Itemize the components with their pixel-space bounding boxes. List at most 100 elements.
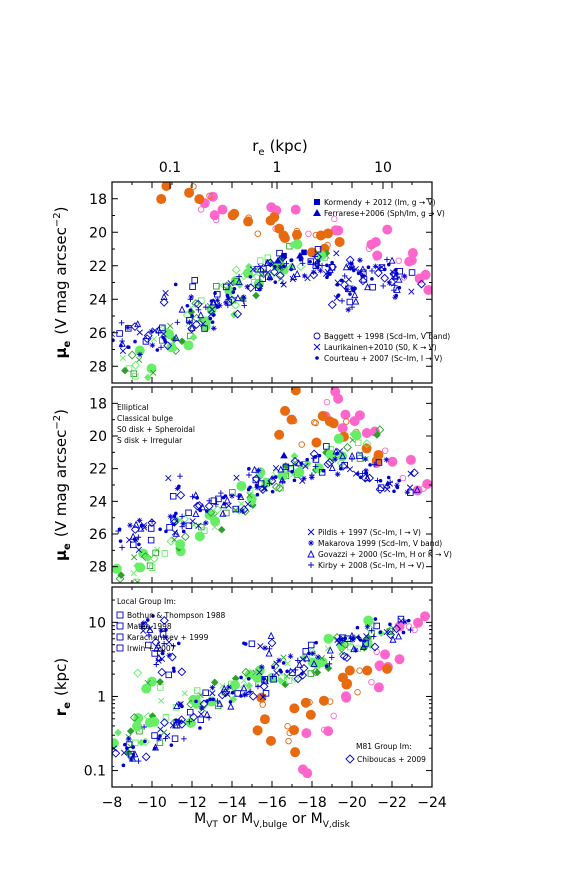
y-tick-label: 28 <box>89 560 107 576</box>
point-s0-disk-spheroidal <box>132 721 143 732</box>
point-s-disk-irregular <box>161 335 166 340</box>
point-s-disk-irregular <box>221 688 231 698</box>
point-s0-disk-spheroidal <box>336 458 346 468</box>
point-s0-disk-spheroidal <box>285 677 293 684</box>
point-s-disk-irregular <box>326 646 334 654</box>
y-label-sup: −2 <box>52 212 63 227</box>
point-s-disk-irregular <box>216 699 224 707</box>
point-s0-disk-spheroidal <box>240 683 249 692</box>
point-s-disk-irregular <box>145 618 150 622</box>
point-s-disk-irregular <box>203 520 209 526</box>
point-s-disk-irregular <box>136 517 143 524</box>
point-s0-disk-spheroidal <box>235 281 244 289</box>
x-label-text: M <box>194 811 206 827</box>
point-s-disk-irregular <box>394 632 403 640</box>
point-s-disk-irregular <box>173 282 178 287</box>
point-s-disk-irregular <box>152 743 160 751</box>
point-s-disk-irregular <box>262 645 268 651</box>
point-s-disk-irregular <box>293 269 301 277</box>
point-s0-disk-spheroidal <box>146 363 157 374</box>
point-s-disk-irregular <box>342 263 350 271</box>
point-s0-disk-spheroidal <box>256 257 264 264</box>
legend-bottom-marker <box>308 562 314 568</box>
point-s-disk-irregular <box>352 470 360 477</box>
point-s-disk-irregular <box>382 267 387 272</box>
point-s-disk-irregular <box>298 257 303 262</box>
point-s-disk-irregular <box>310 269 317 275</box>
point-s-disk-irregular <box>146 632 152 638</box>
point-elliptical <box>337 423 348 434</box>
point-s-disk-irregular <box>334 471 341 478</box>
top-tick-label: 10 <box>374 160 392 176</box>
point-s-disk-irregular <box>363 633 370 640</box>
point-s-disk-irregular <box>207 311 215 318</box>
point-elliptical <box>395 257 402 264</box>
point-s0-disk-spheroidal <box>210 678 219 687</box>
point-s-disk-irregular <box>328 463 336 472</box>
point-s-disk-irregular <box>277 465 285 473</box>
y-tick-label: 10 <box>88 615 106 631</box>
point-s-disk-irregular <box>392 294 398 301</box>
point-s-disk-irregular <box>169 515 179 525</box>
point-s0-disk-spheroidal <box>193 687 201 694</box>
point-s0-disk-spheroidal <box>245 262 253 271</box>
point-elliptical <box>413 617 424 628</box>
point-s0-disk-spheroidal <box>117 571 125 579</box>
point-s-disk-irregular <box>259 681 269 691</box>
point-classical-bulge <box>156 194 167 205</box>
point-s0-disk-spheroidal <box>211 518 219 525</box>
point-s-disk-irregular <box>273 264 277 269</box>
group-legend-label: S0 disk + Spheroidal <box>117 425 195 434</box>
point-s0-disk-spheroidal <box>351 430 362 441</box>
point-s-disk-irregular <box>189 518 196 525</box>
point-s-disk-irregular <box>269 267 279 277</box>
point-s-disk-irregular <box>267 631 275 639</box>
point-s-disk-irregular <box>346 298 354 306</box>
point-s-disk-irregular <box>215 305 220 309</box>
point-s0-disk-spheroidal <box>114 728 122 737</box>
point-s-disk-irregular <box>296 660 304 668</box>
point-s-disk-irregular <box>189 283 196 290</box>
point-s0-disk-spheroidal <box>187 308 196 316</box>
point-s-disk-irregular <box>209 684 216 691</box>
point-s-disk-irregular <box>363 473 371 481</box>
point-s-disk-irregular <box>350 285 356 291</box>
point-s-disk-irregular <box>395 485 400 490</box>
point-s-disk-irregular <box>257 643 264 650</box>
point-s-disk-irregular <box>140 522 148 529</box>
point-classical-bulge <box>317 411 328 422</box>
point-s-disk-irregular <box>246 472 252 478</box>
point-s-disk-irregular <box>348 452 356 460</box>
y-label-symbol: μ <box>52 550 70 561</box>
point-elliptical <box>407 248 418 259</box>
point-s-disk-irregular <box>163 635 168 639</box>
point-s0-disk-spheroidal <box>167 322 174 330</box>
point-s-disk-irregular <box>328 264 336 271</box>
point-s-disk-irregular <box>198 711 205 718</box>
point-s-disk-irregular <box>394 482 400 489</box>
point-s-disk-irregular <box>171 666 176 671</box>
point-s-disk-irregular <box>263 258 271 266</box>
point-s-disk-irregular <box>326 661 333 667</box>
point-s0-disk-spheroidal <box>141 683 152 694</box>
point-s-disk-irregular <box>169 722 177 729</box>
point-elliptical <box>217 204 228 215</box>
point-classical-bulge <box>362 665 373 676</box>
point-s-disk-irregular <box>153 644 161 652</box>
point-s-disk-irregular <box>151 614 155 618</box>
point-s-disk-irregular <box>159 324 166 332</box>
point-s0-disk-spheroidal <box>280 654 287 661</box>
point-classical-bulge <box>274 429 285 440</box>
y-tick-label: 24 <box>89 494 107 510</box>
point-s0-disk-spheroidal <box>316 250 327 261</box>
y-label-symbol: r <box>52 708 70 716</box>
point-s-disk-irregular <box>369 283 376 291</box>
point-s-disk-irregular <box>170 643 177 649</box>
point-s-disk-irregular <box>248 274 253 279</box>
point-s-disk-irregular <box>194 699 198 704</box>
point-s-disk-irregular <box>133 339 137 344</box>
group-legend-label: S disk + Irregular <box>117 436 183 445</box>
point-s0-disk-spheroidal <box>133 668 143 678</box>
point-s-disk-irregular <box>213 501 219 508</box>
point-s-disk-irregular <box>342 653 352 663</box>
